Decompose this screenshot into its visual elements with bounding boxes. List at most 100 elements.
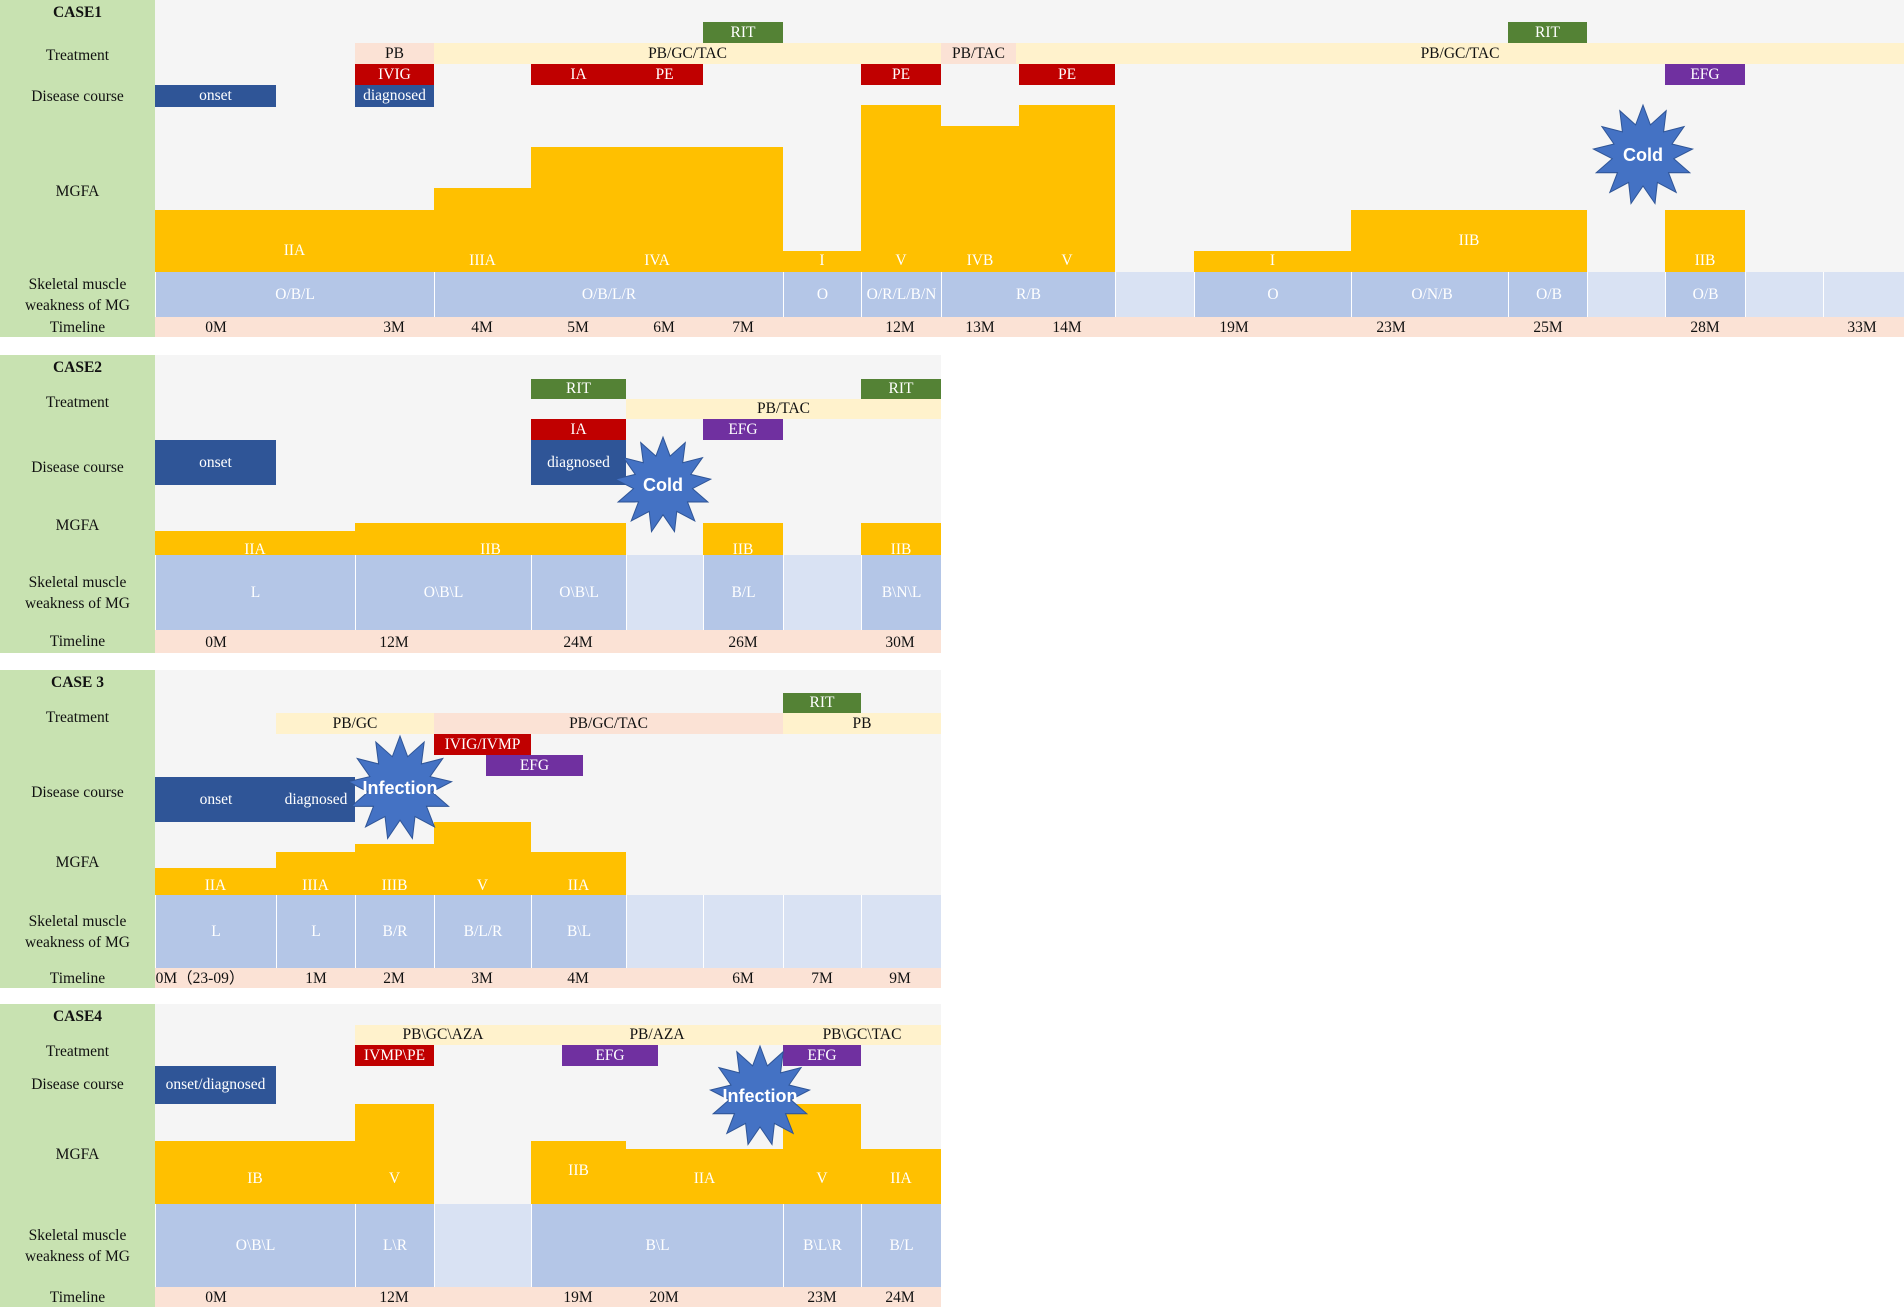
row-label-muscle: Skeletal muscle weakness of MG [24,1226,131,1265]
muscle-weakness-cell: B\L [531,1204,783,1287]
event-burst-icon: Cold [613,435,713,533]
timeline-tick: 24M [885,1289,915,1306]
timeline-tick: 12M [379,1289,409,1306]
mgfa-bar [434,822,531,895]
muscle-weakness-cell [626,555,703,630]
treatment-bar-red: IA [531,64,626,85]
muscle-weakness-label: O/B [1692,285,1719,303]
case-title: CASE 3 [51,674,104,691]
timeline-tick: 7M [732,319,754,336]
timeline-tick: 7M [811,970,833,987]
timeline-tick: 12M [885,319,915,336]
row-label-timeline: Timeline [49,633,106,650]
treatment-bar-yellow: PB/AZA [531,1025,783,1045]
muscle-weakness-label: L [250,583,261,601]
muscle-weakness-cell [1115,272,1194,317]
case-panel-1: CASE1 Treatment Disease course MGFA Skeletal… [0,0,1904,337]
mgfa-label: I [1269,252,1276,269]
mgfa-label: IIB [568,1162,589,1179]
row-label-muscle: Skeletal muscle weakness of MG [24,275,131,314]
timeline-strip [155,968,941,988]
row-label-mgfa: MGFA [55,1145,100,1163]
muscle-weakness-cell: O/R/L/B/N [861,272,941,317]
mgfa-label: IIA [890,1170,912,1187]
event-burst-icon: Cold [1591,103,1695,205]
mgfa-label: V [476,877,489,894]
muscle-weakness-cell: O\B\L [355,555,531,630]
disease-course-label: diagnosed [284,790,348,808]
muscle-weakness-cell: L [155,895,276,968]
muscle-weakness-cell: O/N/B [1351,272,1508,317]
treatment-bar-purple: EFG [486,755,583,776]
muscle-weakness-cell: O [1194,272,1351,317]
row-label-column [0,0,155,337]
case-title: CASE4 [52,1008,103,1025]
disease-course-bar: onset [155,85,276,107]
muscle-weakness-cell: L [155,555,355,630]
timeline-tick: 9M [889,970,911,987]
mgfa-bar [155,210,434,272]
mgfa-bar [1665,210,1745,272]
mgfa-label: V [816,1170,828,1187]
muscle-weakness-cell [703,895,783,968]
treatment-bar-yellow: PB/GC [276,713,434,734]
disease-course-bar [155,777,355,822]
timeline-tick: 5M [567,319,589,336]
mgfa-label: IIA [567,877,590,894]
disease-course-bar: diagnosed [531,440,626,485]
muscle-weakness-label: O/B/L [275,285,315,303]
muscle-weakness-cell [1587,272,1665,317]
muscle-weakness-label: O/N/B [1411,285,1453,303]
muscle-weakness-label: O/R/L/B/N [866,285,937,303]
muscle-weakness-label: B/L/R [463,922,503,940]
mgfa-bar [355,844,434,895]
event-label: Cold [1623,144,1663,165]
timeline-tick: 28M [1690,319,1720,336]
timeline-tick: 3M [471,970,493,987]
treatment-bar-red: PE [861,64,941,85]
muscle-weakness-cell [434,1204,531,1287]
timeline-tick: 0M（23-09） [155,970,245,987]
muscle-weakness-cell: O/B [1508,272,1587,317]
muscle-weakness-cell: O/B [1665,272,1745,317]
mgfa-bar [941,126,1019,272]
mgfa-bar [531,1141,626,1204]
timeline-tick: 4M [567,970,589,987]
mgfa-label: IIA [244,541,266,558]
muscle-weakness-label: O\B\L [235,1236,276,1254]
treatment-bar-purple: EFG [783,1045,861,1066]
row-label-column [0,355,155,653]
treatment-bar-purple: EFG [562,1045,658,1066]
muscle-weakness-label: R/B [1016,285,1041,303]
timeline-tick: 14M [1052,319,1082,336]
mgfa-label: IIA [693,1170,716,1187]
muscle-weakness-label: L [211,922,221,940]
muscle-weakness-cell: O/B/L [155,272,434,317]
case-panel-2: CASE2 Treatment Disease course MGFA Skeletal… [0,355,941,653]
timeline-tick: 3M [383,319,405,336]
muscle-weakness-cell: O\B\L [155,1204,355,1287]
mgfa-bar [1019,105,1115,272]
timeline-tick: 6M [653,319,675,336]
burst-shape [1591,103,1695,205]
treatment-bar-rit: RIT [703,22,783,43]
treatment-bar-yellow: PB\GC\TAC [783,1025,941,1045]
treatment-bar-pink: PB/TAC [941,43,1016,64]
timeline-tick: 24M [563,634,593,651]
mgfa-label: V [895,252,907,269]
timeline-tick: 0M [205,319,227,336]
muscle-weakness-cell: B/R [355,895,434,968]
mgfa-label: V [388,1170,401,1187]
timeline-strip [155,317,1904,337]
mgfa-label: IIA [283,242,306,259]
muscle-weakness-cell: O\B\L [531,555,626,630]
mgfa-label: IIB [480,541,501,558]
mgfa-label: I [819,252,825,269]
mgfa-label: IIA [204,877,227,894]
muscle-weakness-cell [861,895,941,968]
mgfa-label: IVB [966,252,994,269]
timeline-tick: 0M [205,1289,227,1306]
row-label-mgfa: MGFA [55,854,100,871]
case-panel-3: CASE 3 Treatment Disease course MGFA Skeleta… [0,670,941,988]
timeline-strip [155,630,941,653]
